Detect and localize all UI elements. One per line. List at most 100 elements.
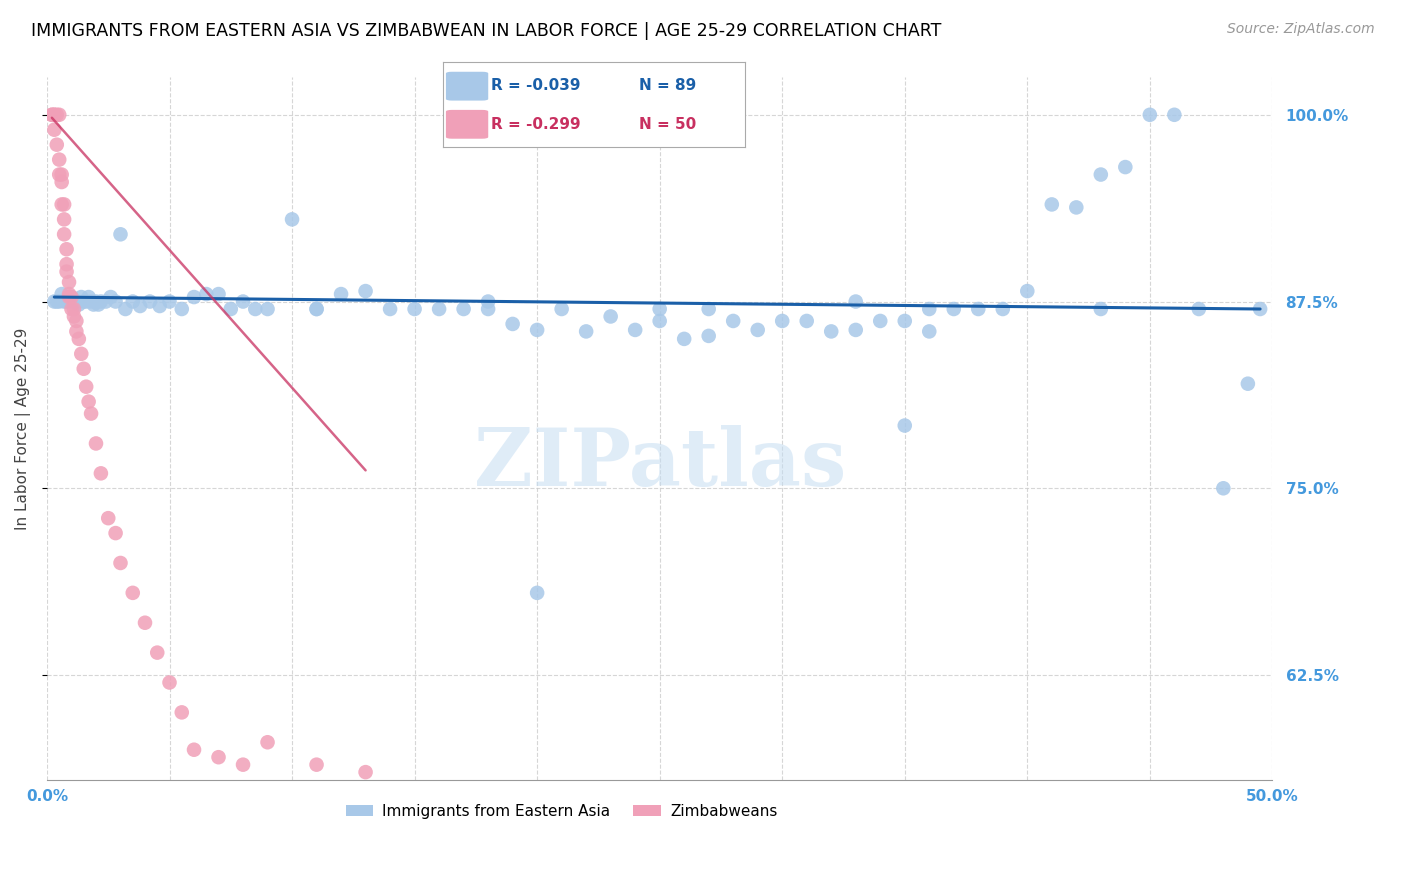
Point (87, 297, 110, 311)
Point (110, 556, 132, 570)
Point (1212, 481, 1234, 495)
Point (51, 287, 73, 301)
Point (44, 122, 66, 136)
Point (305, 757, 328, 772)
Point (991, 301, 1014, 316)
Point (63, 301, 86, 316)
Point (55, 242, 77, 256)
Point (139, 294, 162, 309)
Point (53, 294, 76, 309)
Point (48, 294, 70, 309)
Point (624, 323, 647, 337)
Point (575, 325, 598, 339)
Point (110, 227, 132, 242)
Point (1249, 301, 1271, 316)
Point (58, 275, 80, 289)
Point (1163, 108, 1185, 122)
Legend: Immigrants from Eastern Asia, Zimbabweans: Immigrants from Eastern Asia, Zimbabwean… (340, 797, 783, 824)
Point (84, 294, 107, 309)
Point (44, 294, 66, 309)
Point (526, 586, 548, 600)
Text: N = 50: N = 50 (640, 117, 696, 132)
Text: Source: ZipAtlas.com: Source: ZipAtlas.com (1227, 22, 1375, 37)
Text: R = -0.299: R = -0.299 (491, 117, 581, 132)
Point (75, 294, 97, 309)
Y-axis label: In Labor Force | Age 25-29: In Labor Force | Age 25-29 (15, 327, 31, 530)
Point (697, 301, 720, 316)
Point (94, 294, 117, 309)
Point (918, 325, 941, 339)
Point (48, 108, 70, 122)
Point (232, 757, 254, 772)
Text: N = 89: N = 89 (640, 78, 696, 93)
Point (697, 329, 720, 343)
Point (207, 750, 229, 764)
Point (845, 294, 868, 309)
Point (45, 108, 67, 122)
Point (942, 301, 965, 316)
Point (170, 301, 193, 316)
Point (146, 646, 169, 660)
Point (1040, 197, 1063, 211)
Point (55, 294, 77, 309)
Point (159, 294, 181, 309)
Point (845, 323, 868, 337)
Point (770, 314, 793, 328)
Point (80, 294, 103, 309)
Point (1139, 108, 1161, 122)
Point (599, 310, 621, 324)
Point (44, 108, 66, 122)
Point (330, 287, 353, 301)
Point (97, 511, 120, 525)
Point (45, 137, 67, 152)
Point (245, 301, 267, 316)
Point (721, 314, 744, 328)
Point (77, 290, 100, 304)
Point (1090, 168, 1112, 182)
Point (378, 301, 401, 316)
Point (63, 310, 86, 324)
Point (58, 290, 80, 304)
Point (83, 297, 105, 311)
Point (1066, 201, 1088, 215)
Point (183, 290, 205, 304)
Point (60, 290, 83, 304)
Text: ZIPatlas: ZIPatlas (474, 425, 846, 502)
FancyBboxPatch shape (446, 110, 488, 139)
Point (41, 108, 63, 122)
Point (60, 301, 83, 316)
Point (673, 332, 696, 346)
Point (80, 407, 103, 421)
Point (44, 108, 66, 122)
Point (477, 301, 499, 316)
Point (77, 394, 100, 409)
Point (53, 197, 76, 211)
Point (73, 294, 96, 309)
Point (73, 361, 96, 376)
Point (58, 287, 80, 301)
FancyBboxPatch shape (446, 71, 488, 101)
Point (60, 294, 83, 309)
Point (893, 314, 915, 328)
Point (170, 706, 193, 720)
Point (129, 299, 152, 313)
Point (65, 314, 87, 328)
Point (219, 301, 242, 316)
Point (53, 227, 76, 242)
Point (1090, 301, 1112, 316)
Text: R = -0.039: R = -0.039 (491, 78, 581, 93)
Point (55, 265, 77, 279)
Point (41, 108, 63, 122)
Point (51, 175, 73, 189)
Point (1114, 160, 1136, 174)
Point (354, 765, 377, 780)
Point (183, 743, 205, 757)
Point (159, 675, 181, 690)
Point (918, 301, 941, 316)
Point (65, 325, 87, 339)
Point (453, 301, 475, 316)
Point (84, 436, 107, 450)
Point (45, 294, 67, 309)
Point (100, 290, 122, 304)
Point (70, 347, 93, 361)
